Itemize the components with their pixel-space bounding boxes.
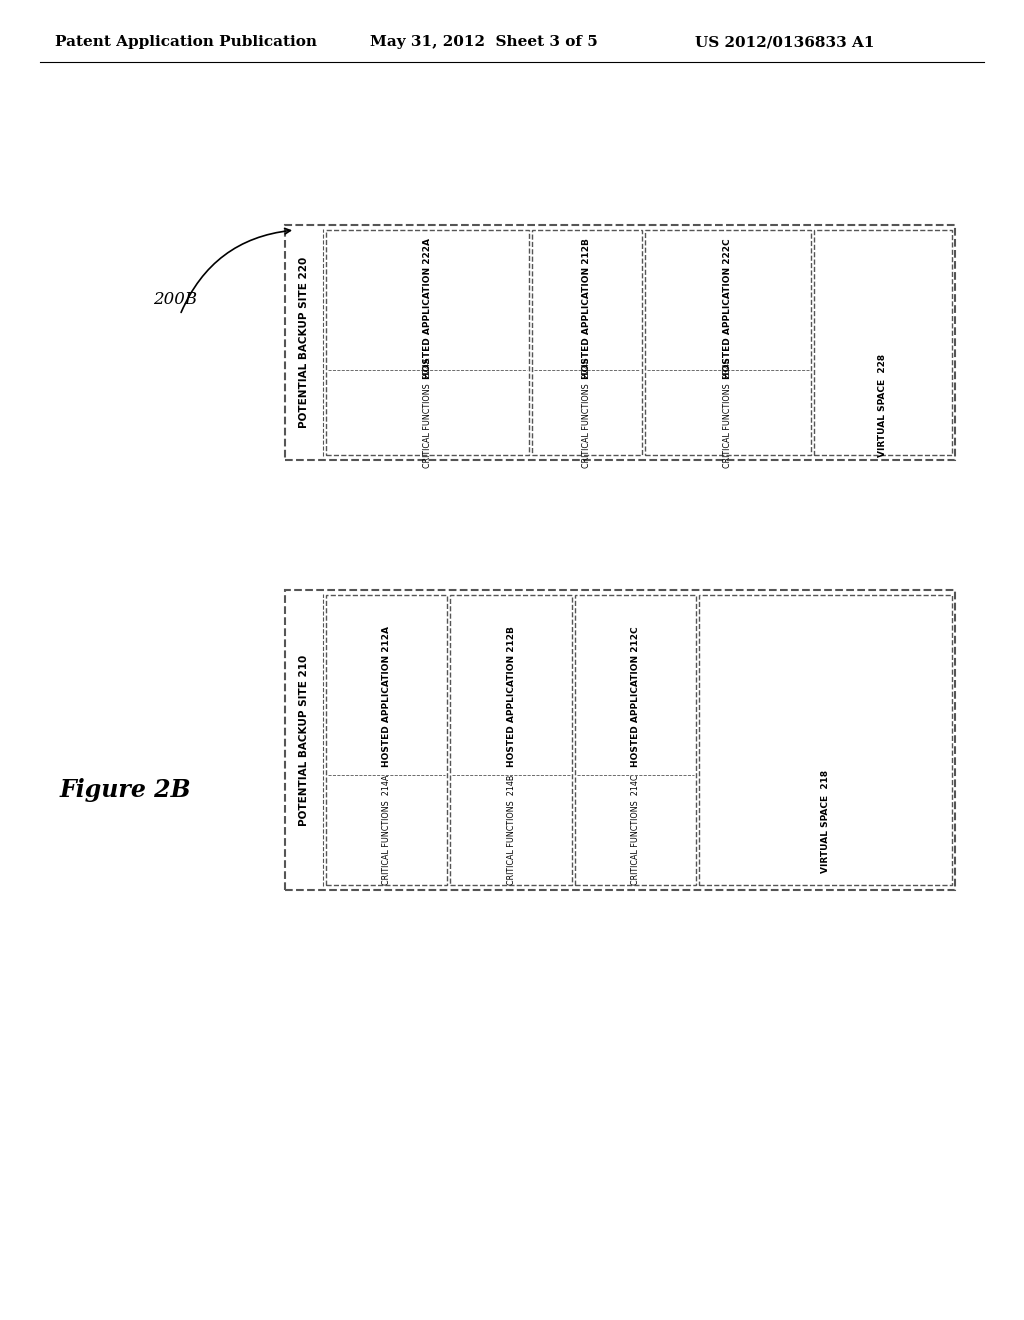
Text: CRITICAL FUNCTIONS  214A: CRITICAL FUNCTIONS 214A (382, 775, 391, 886)
Text: May 31, 2012  Sheet 3 of 5: May 31, 2012 Sheet 3 of 5 (370, 36, 598, 49)
Bar (451, 595, 571, 884)
Bar (574, 595, 696, 884)
Text: VIRTUAL SPACE  218: VIRTUAL SPACE 218 (821, 770, 830, 873)
Text: CRITICAL FUNCTIONS  224A: CRITICAL FUNCTIONS 224A (423, 356, 432, 467)
Text: HOSTED APPLICATION 212B: HOSTED APPLICATION 212B (507, 626, 515, 767)
Text: Figure 2B: Figure 2B (60, 777, 191, 803)
Bar (814, 230, 952, 455)
Bar (285, 224, 955, 459)
Bar (326, 595, 447, 884)
Text: HOSTED APPLICATION 222A: HOSTED APPLICATION 222A (423, 238, 432, 379)
Text: 200B: 200B (153, 292, 197, 309)
Text: HOSTED APPLICATION 212A: HOSTED APPLICATION 212A (382, 626, 391, 767)
Bar (326, 230, 528, 455)
Text: CRITICAL FUNCTIONS  214C: CRITICAL FUNCTIONS 214C (631, 775, 640, 886)
Text: HOSTED APPLICATION 212B: HOSTED APPLICATION 212B (583, 239, 591, 379)
Text: CRITICAL FUNCTIONS  214B: CRITICAL FUNCTIONS 214B (507, 775, 515, 886)
Text: HOSTED APPLICATION 222C: HOSTED APPLICATION 222C (724, 239, 732, 379)
Text: POTENTIAL BACKUP SITE 210: POTENTIAL BACKUP SITE 210 (299, 655, 309, 825)
Text: CRITICAL FUNCTIONS  224B: CRITICAL FUNCTIONS 224B (583, 356, 591, 467)
Text: Patent Application Publication: Patent Application Publication (55, 36, 317, 49)
Text: HOSTED APPLICATION 212C: HOSTED APPLICATION 212C (631, 626, 640, 767)
Text: VIRTUAL SPACE  228: VIRTUAL SPACE 228 (879, 354, 888, 457)
Bar (285, 590, 955, 890)
Text: CRITICAL FUNCTIONS  234C: CRITICAL FUNCTIONS 234C (724, 356, 732, 467)
Bar (645, 230, 811, 455)
Text: US 2012/0136833 A1: US 2012/0136833 A1 (695, 36, 874, 49)
Bar (531, 230, 642, 455)
Bar (699, 595, 952, 884)
Text: POTENTIAL BACKUP SITE 220: POTENTIAL BACKUP SITE 220 (299, 257, 309, 428)
